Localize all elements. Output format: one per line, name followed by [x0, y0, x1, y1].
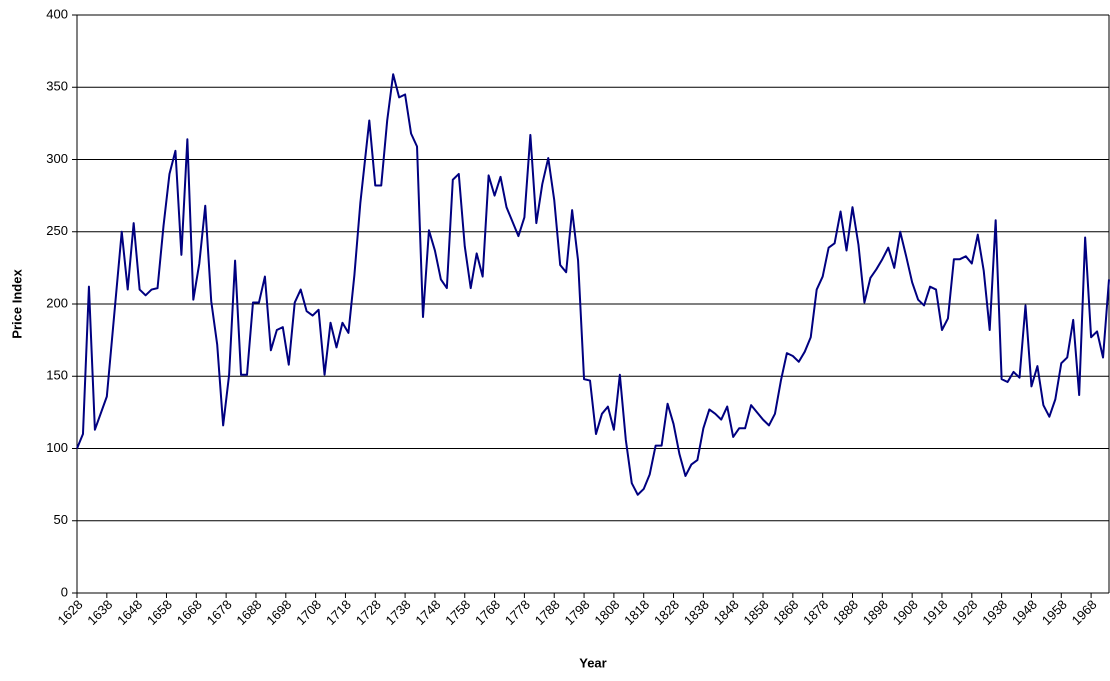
x-tick-label: 1678: [204, 597, 235, 628]
x-tick-label: 1658: [144, 597, 175, 628]
x-tick-label: 1628: [54, 597, 85, 628]
x-tick-label: 1718: [323, 597, 354, 628]
x-tick-label: 1958: [1039, 597, 1070, 628]
y-axis-title: Price Index: [9, 269, 24, 339]
x-tick-label: 1928: [949, 597, 980, 628]
x-tick-label: 1848: [711, 597, 742, 628]
x-tick-label: 1668: [174, 597, 205, 628]
x-tick-label: 1768: [472, 597, 503, 628]
x-tick-label: 1918: [919, 597, 950, 628]
x-tick-label: 1808: [591, 597, 622, 628]
y-tick-label: 100: [46, 440, 68, 455]
x-tick-label: 1838: [681, 597, 712, 628]
x-tick-label: 1948: [1009, 597, 1040, 628]
x-tick-label: 1898: [860, 597, 891, 628]
x-tick-label: 1798: [562, 597, 593, 628]
y-tick-label: 400: [46, 6, 68, 21]
y-tick-label: 350: [46, 79, 68, 94]
x-tick-label: 1738: [383, 597, 414, 628]
y-tick-label: 300: [46, 151, 68, 166]
x-tick-label: 1858: [741, 597, 772, 628]
x-tick-label: 1688: [233, 597, 264, 628]
x-tick-label: 1788: [532, 597, 563, 628]
x-tick-label: 1758: [442, 597, 473, 628]
x-tick-label: 1888: [830, 597, 861, 628]
x-tick-label: 1818: [621, 597, 652, 628]
x-axis-title: Year: [579, 655, 606, 670]
data-line: [76, 73, 1110, 496]
y-tick-label: 50: [54, 512, 68, 527]
x-tick-label: 1878: [800, 597, 831, 628]
x-tick-label: 1728: [353, 597, 384, 628]
x-tick-label: 1748: [412, 597, 443, 628]
y-tick-label: 250: [46, 223, 68, 238]
x-tick-label: 1828: [651, 597, 682, 628]
x-tick-label: 1938: [979, 597, 1010, 628]
x-tick-label: 1778: [502, 597, 533, 628]
x-tick-label: 1698: [263, 597, 294, 628]
x-tick-label: 1908: [890, 597, 921, 628]
y-tick-label: 150: [46, 368, 68, 383]
x-tick-label: 1968: [1069, 597, 1100, 628]
x-tick-label: 1648: [114, 597, 145, 628]
y-tick-label: 200: [46, 295, 68, 310]
x-tick-label: 1868: [770, 597, 801, 628]
y-tick-label: 0: [61, 584, 68, 599]
x-tick-label: 1638: [84, 597, 115, 628]
x-tick-label: 1708: [293, 597, 324, 628]
